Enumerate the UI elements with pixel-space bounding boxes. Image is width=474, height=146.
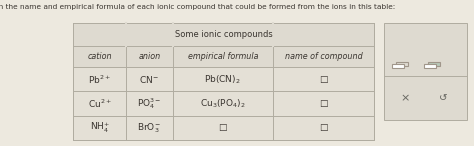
Text: Some ionic compounds: Some ionic compounds: [175, 30, 273, 39]
Text: □: □: [319, 75, 328, 84]
Text: Cu$^{2+}$: Cu$^{2+}$: [88, 98, 111, 110]
Text: Pb(CN)$_2$: Pb(CN)$_2$: [204, 73, 241, 86]
Text: Fill in the name and empirical formula of each ionic compound that could be form: Fill in the name and empirical formula o…: [0, 4, 395, 10]
Bar: [424, 64, 436, 68]
Text: Pb$^{2+}$: Pb$^{2+}$: [88, 73, 111, 86]
Bar: [73, 23, 374, 140]
Text: ↺: ↺: [439, 93, 447, 103]
Text: □: □: [219, 124, 227, 132]
Bar: [73, 23, 374, 46]
Bar: [428, 62, 440, 66]
Text: CN$^{-}$: CN$^{-}$: [139, 74, 159, 85]
Text: empirical formula: empirical formula: [188, 52, 258, 61]
Text: cation: cation: [87, 52, 112, 61]
Text: Cu$_3$(PO$_4$)$_2$: Cu$_3$(PO$_4$)$_2$: [200, 97, 246, 110]
Text: □: □: [319, 124, 328, 132]
Text: NH$_4^{+}$: NH$_4^{+}$: [90, 121, 109, 135]
Bar: [392, 64, 404, 68]
Text: BrO$_3^{-}$: BrO$_3^{-}$: [137, 121, 161, 135]
Text: name of compound: name of compound: [284, 52, 363, 61]
Text: □: □: [319, 99, 328, 108]
Text: PO$_4^{3-}$: PO$_4^{3-}$: [137, 96, 162, 111]
Bar: [384, 23, 467, 120]
Bar: [396, 62, 408, 66]
Text: anion: anion: [138, 52, 160, 61]
Bar: [73, 46, 374, 67]
Text: ×: ×: [401, 93, 410, 103]
